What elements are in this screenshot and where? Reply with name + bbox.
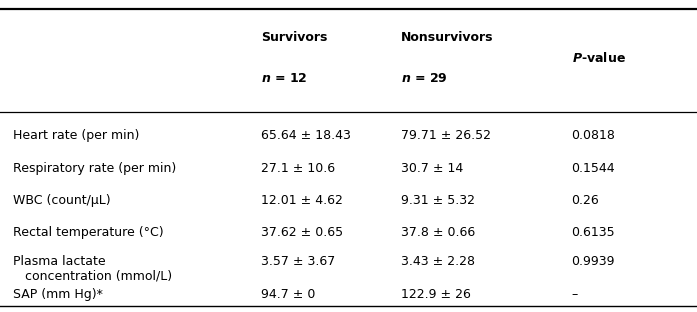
Text: 3.57 ± 3.67: 3.57 ± 3.67 (261, 255, 336, 268)
Text: Rectal temperature (°C): Rectal temperature (°C) (13, 226, 163, 239)
Text: 0.26: 0.26 (572, 194, 599, 207)
Text: 0.6135: 0.6135 (572, 226, 615, 239)
Text: concentration (mmol/L): concentration (mmol/L) (13, 270, 171, 283)
Text: 37.8 ± 0.66: 37.8 ± 0.66 (401, 226, 475, 239)
Text: Respiratory rate (per min): Respiratory rate (per min) (13, 162, 176, 175)
Text: 9.31 ± 5.32: 9.31 ± 5.32 (401, 194, 475, 207)
Text: 27.1 ± 10.6: 27.1 ± 10.6 (261, 162, 335, 175)
Text: Nonsurvivors: Nonsurvivors (401, 31, 493, 44)
Text: 0.9939: 0.9939 (572, 255, 615, 268)
Text: 65.64 ± 18.43: 65.64 ± 18.43 (261, 129, 351, 142)
Text: Survivors: Survivors (261, 31, 328, 44)
Text: $\bfit{P}$-value: $\bfit{P}$-value (572, 51, 625, 65)
Text: 3.43 ± 2.28: 3.43 ± 2.28 (401, 255, 475, 268)
Text: 122.9 ± 26: 122.9 ± 26 (401, 288, 470, 301)
Text: 30.7 ± 14: 30.7 ± 14 (401, 162, 463, 175)
Text: Plasma lactate: Plasma lactate (13, 255, 105, 268)
Text: –: – (572, 288, 578, 301)
Text: Heart rate (per min): Heart rate (per min) (13, 129, 139, 142)
Text: 94.7 ± 0: 94.7 ± 0 (261, 288, 316, 301)
Text: $\bfit{n}$ = 12: $\bfit{n}$ = 12 (261, 71, 308, 85)
Text: 79.71 ± 26.52: 79.71 ± 26.52 (401, 129, 491, 142)
Text: 0.1544: 0.1544 (572, 162, 615, 175)
Text: 37.62 ± 0.65: 37.62 ± 0.65 (261, 226, 344, 239)
Text: WBC (count/μL): WBC (count/μL) (13, 194, 110, 207)
Text: 12.01 ± 4.62: 12.01 ± 4.62 (261, 194, 343, 207)
Text: 0.0818: 0.0818 (572, 129, 615, 142)
Text: SAP (mm Hg)*: SAP (mm Hg)* (13, 288, 102, 301)
Text: $\bfit{n}$ = 29: $\bfit{n}$ = 29 (401, 71, 447, 85)
